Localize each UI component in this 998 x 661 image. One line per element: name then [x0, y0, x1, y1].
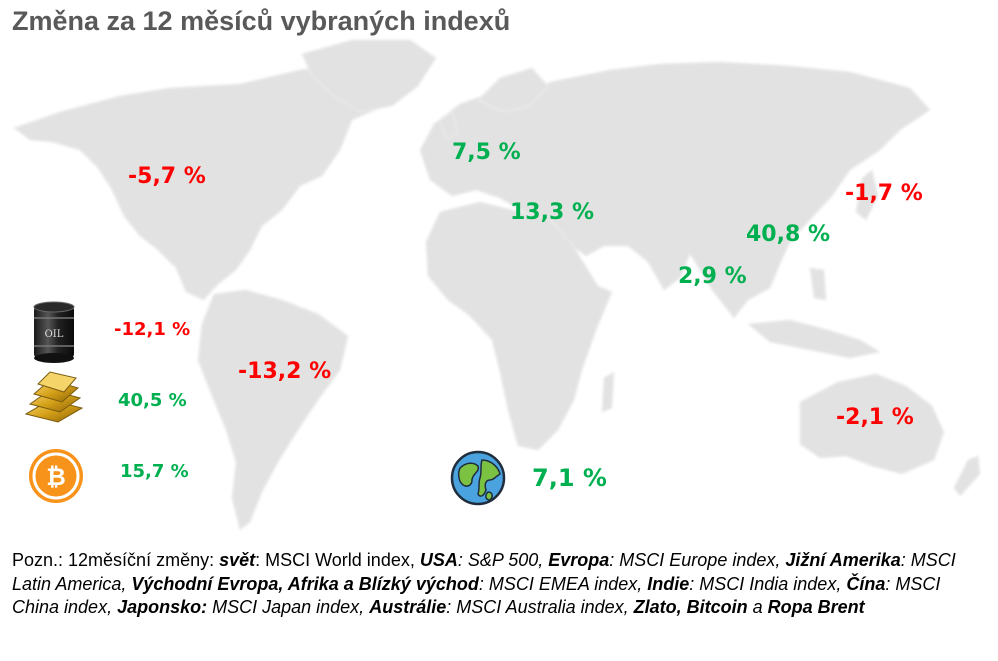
bitcoin-change-label: 15,7 %	[120, 461, 189, 482]
greenland-shape	[301, 39, 437, 113]
indonesia-shape	[746, 319, 882, 359]
madagascar-shape	[601, 371, 615, 413]
china-change-label: 40,8 %	[746, 222, 830, 247]
europe-change-label: 7,5 %	[452, 140, 521, 165]
uk-shape	[439, 111, 459, 141]
australia-shape	[799, 373, 945, 475]
gold-bars-icon	[24, 371, 84, 423]
latam-change-label: -13,2 %	[238, 359, 332, 384]
oil-barrel-icon: OIL	[33, 301, 75, 363]
india-change-label: 2,9 %	[678, 264, 747, 289]
south-america-shape	[197, 289, 349, 531]
new-zealand-shape	[953, 455, 981, 497]
north-america-shape	[12, 61, 396, 301]
oil-barrel-label: OIL	[45, 329, 64, 340]
bitcoin-icon: ₿	[29, 449, 83, 503]
usa-change-label: -5,7 %	[128, 164, 206, 189]
australia-change-label: -2,1 %	[836, 405, 914, 430]
japan-change-label: -1,7 %	[845, 181, 923, 206]
oil-change-label: -12,1 %	[114, 319, 191, 340]
svg-text:₿: ₿	[46, 463, 66, 491]
philippines-shape	[809, 267, 827, 301]
world-change-label: 7,1 %	[532, 464, 607, 492]
page-title: Změna za 12 měsíců vybraných indexů	[12, 6, 511, 36]
globe-icon	[450, 450, 506, 506]
scandinavia-shape	[477, 67, 549, 113]
footnote: Pozn.: 12měsíční změny: svět: MSCI World…	[12, 550, 956, 617]
world-map	[12, 39, 981, 531]
africa-shape	[425, 201, 613, 451]
japan-shape	[855, 169, 879, 221]
gold-change-label: 40,5 %	[118, 390, 187, 411]
emea-change-label: 13,3 %	[510, 200, 594, 225]
